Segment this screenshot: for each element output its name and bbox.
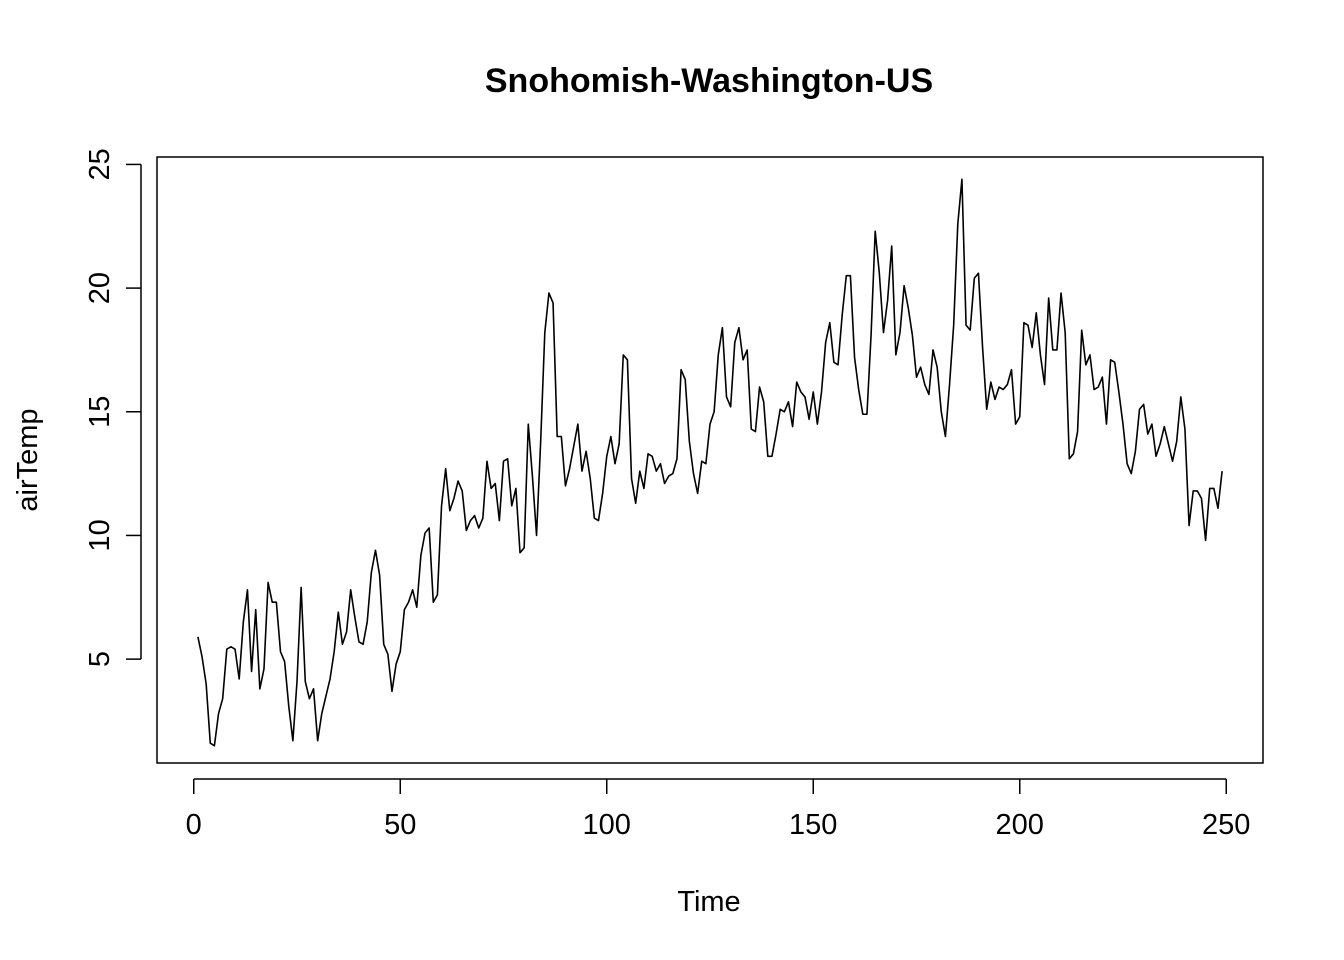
x-tick-label: 0 <box>186 809 202 841</box>
y-axis: 5 10 15 20 25 <box>84 148 142 667</box>
plot-frame <box>156 156 1264 764</box>
x-tick-label: 200 <box>996 809 1044 841</box>
chart-title: Snohomish-Washington-US <box>485 62 933 100</box>
x-tick-label: 250 <box>1202 809 1250 841</box>
y-tick-label: 10 <box>84 519 116 551</box>
x-tick-label: 100 <box>583 809 631 841</box>
y-tick-label: 5 <box>84 651 116 667</box>
y-tick-label: 20 <box>84 272 116 304</box>
y-axis-label: airTemp <box>12 408 44 511</box>
x-axis-label: Time <box>677 886 740 918</box>
x-tick-label: 150 <box>789 809 837 841</box>
y-tick-label: 25 <box>84 148 116 180</box>
y-tick-label: 15 <box>84 396 116 428</box>
x-tick-label: 50 <box>384 809 416 841</box>
series-line <box>197 178 1223 747</box>
data-series <box>197 178 1223 747</box>
x-axis: 0 50 100 150 200 250 <box>186 778 1250 841</box>
